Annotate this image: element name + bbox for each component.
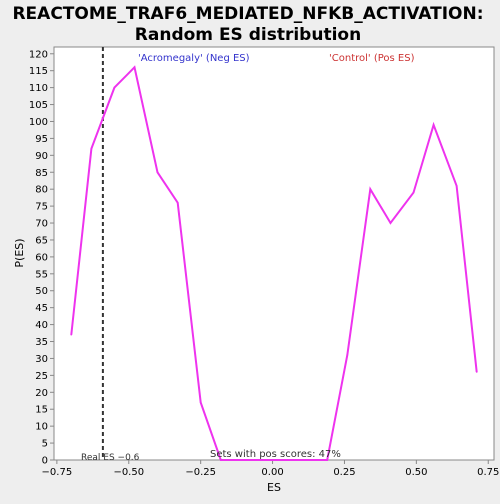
y-tick-label: 105 xyxy=(29,100,48,111)
y-tick-label: 115 xyxy=(29,66,48,77)
x-tick-label: 0.25 xyxy=(333,467,355,478)
y-tick-label: 10 xyxy=(35,422,48,433)
y-tick-label: 65 xyxy=(35,235,48,246)
es-data-point xyxy=(412,191,415,194)
y-tick-label: 45 xyxy=(35,303,48,314)
y-tick-label: 80 xyxy=(35,185,48,196)
y-tick-label: 70 xyxy=(35,219,48,230)
es-data-point xyxy=(133,66,136,69)
es-data-point xyxy=(199,401,202,404)
es-data-point xyxy=(219,459,222,461)
real-es-label: Real ES −0.6 xyxy=(81,453,140,463)
y-tick-label: 100 xyxy=(29,117,48,128)
es-data-point xyxy=(432,124,435,126)
es-data-point xyxy=(90,147,93,150)
y-tick-label: 90 xyxy=(35,151,48,162)
x-tick-label: −0.25 xyxy=(185,467,216,478)
x-tick-label: 0.50 xyxy=(405,467,427,478)
x-tick-label: −0.50 xyxy=(113,467,144,478)
es-data-point xyxy=(70,333,73,336)
y-tick-label: 75 xyxy=(35,202,48,213)
y-tick-label: 85 xyxy=(35,168,48,179)
plot-area xyxy=(53,46,495,461)
y-tick-label: 50 xyxy=(35,286,48,297)
x-tick-label: 0.75 xyxy=(477,467,499,478)
chart-title-line2: Random ES distribution xyxy=(135,25,361,45)
y-tick-label: 20 xyxy=(35,388,48,399)
y-tick-label: 0 xyxy=(42,456,48,467)
y-tick-label: 60 xyxy=(35,252,48,263)
y-tick-label: 30 xyxy=(35,354,48,365)
es-data-point xyxy=(369,188,372,190)
es-data-point xyxy=(326,459,329,461)
x-axis: −0.75 −0.50 −0.25 0.00 0.25 0.50 0.75 xyxy=(42,460,499,478)
pos-es-label: 'Control' (Pos ES) xyxy=(329,53,415,64)
y-tick-label: 35 xyxy=(35,337,48,348)
y-tick-label: 25 xyxy=(35,371,48,382)
es-data-point xyxy=(346,354,349,356)
y-tick-label: 120 xyxy=(29,49,48,60)
pos-scores-label: Sets with pos scores: 47% xyxy=(210,449,341,460)
es-data-point xyxy=(113,86,116,89)
x-tick-label: −0.75 xyxy=(42,467,73,478)
y-tick-label: 5 xyxy=(42,439,48,450)
es-data-point xyxy=(475,371,478,373)
es-data-point xyxy=(389,222,392,224)
es-distribution-line xyxy=(70,65,478,461)
y-axis: 0 5 10 15 20 25 30 35 40 45 50 55 60 65 70 75 80 85 90 95 10… xyxy=(29,49,54,467)
y-axis-label: P(ES) xyxy=(13,238,26,267)
es-data-point xyxy=(455,184,458,187)
y-tick-label: 15 xyxy=(35,405,48,416)
y-tick-label: 110 xyxy=(29,83,48,94)
es-data-point xyxy=(176,201,179,204)
x-tick-label: 0.00 xyxy=(261,467,283,478)
x-axis-label: ES xyxy=(267,481,281,494)
chart-title-line1: REACTOME_TRAF6_MEDIATED_NFKB_ACTIVATION: xyxy=(12,4,483,24)
es-data-point xyxy=(156,171,159,174)
neg-es-label: 'Acromegaly' (Neg ES) xyxy=(138,53,250,64)
y-tick-label: 55 xyxy=(35,269,48,280)
y-tick-label: 95 xyxy=(35,134,48,145)
y-tick-label: 40 xyxy=(35,320,48,331)
